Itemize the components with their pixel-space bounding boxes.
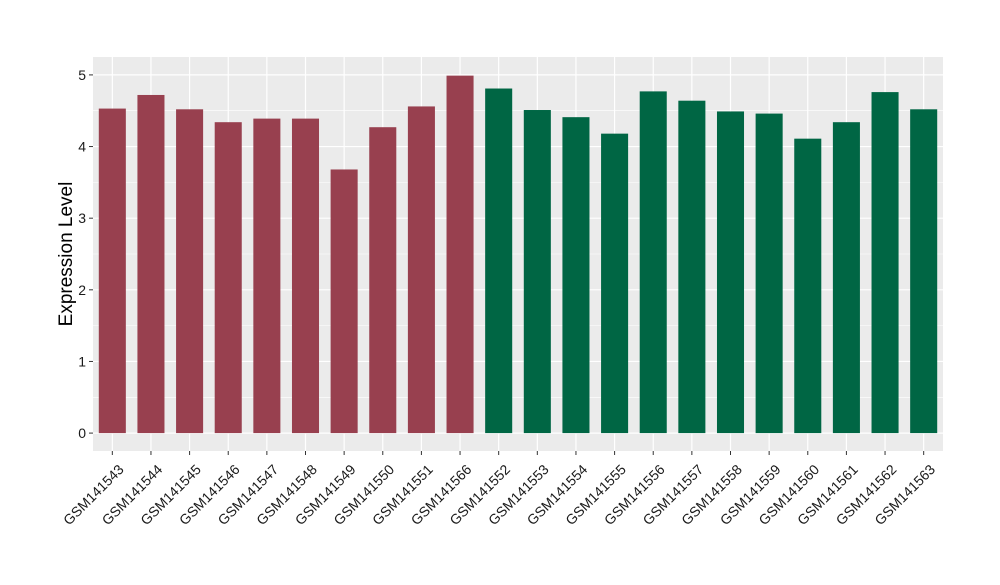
bar-GSM141549	[330, 169, 358, 434]
bar-GSM141557	[678, 100, 706, 434]
bar-GSM141552	[485, 88, 513, 434]
y-tick-label: 4	[78, 139, 86, 155]
y-tick-label: 0	[78, 425, 86, 441]
y-axis-label: Expression Level	[56, 182, 77, 327]
y-tick-label: 2	[78, 282, 86, 298]
bar-GSM141543	[98, 108, 126, 434]
bar-GSM141563	[910, 109, 938, 434]
y-tick-label: 1	[78, 353, 86, 369]
bar-GSM141561	[832, 122, 860, 434]
bar-GSM141550	[369, 127, 397, 434]
y-axis: 0 1 2 3 4 5	[78, 67, 93, 441]
bar-GSM141559	[755, 113, 783, 434]
bar-GSM141548	[291, 118, 320, 434]
bar-GSM141544	[137, 94, 165, 434]
bar-GSM141554	[562, 117, 590, 434]
bar-GSM141553	[523, 110, 551, 434]
bar-GSM141555	[601, 133, 629, 434]
y-tick-label: 3	[78, 210, 86, 226]
x-axis: GSM141543GSM141544GSM141545GSM141546GSM1…	[60, 451, 938, 528]
bar-GSM141558	[716, 111, 745, 434]
bar-GSM141556	[639, 91, 667, 434]
bar-GSM141562	[871, 92, 899, 434]
y-tick-label: 5	[78, 67, 86, 83]
bar-GSM141566	[446, 75, 474, 434]
bars	[98, 75, 938, 434]
bar-GSM141551	[407, 106, 435, 434]
bar-GSM141545	[176, 109, 204, 434]
bar-GSM141546	[214, 122, 242, 434]
bar-GSM141560	[794, 138, 822, 434]
bar-GSM141547	[253, 118, 281, 434]
